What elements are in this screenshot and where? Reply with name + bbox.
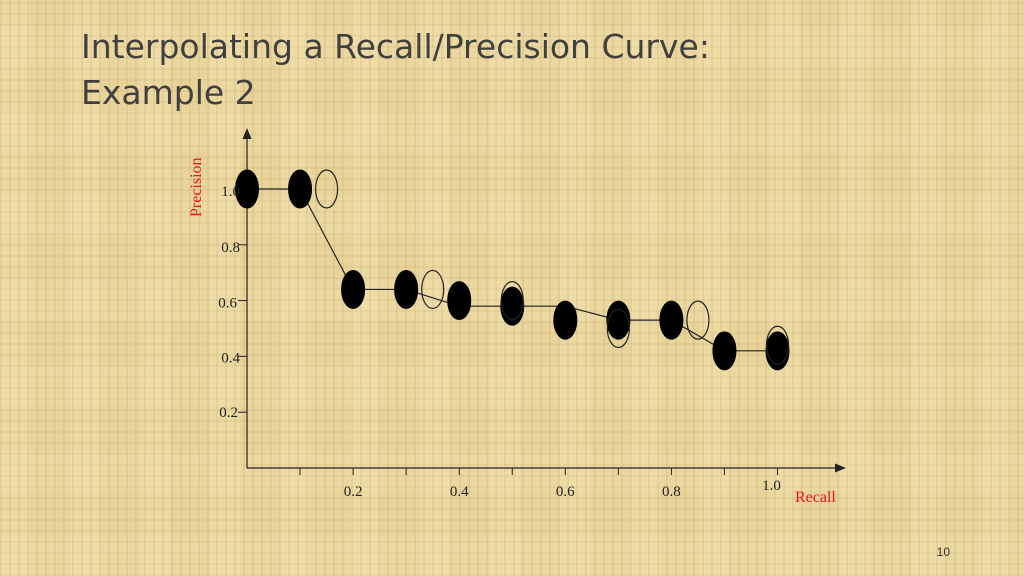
relevant-point-marker [235, 169, 259, 209]
interpolated-line [247, 188, 778, 352]
relevant-point-marker [606, 300, 631, 340]
relevant-point-marker [659, 300, 684, 340]
relevant-point-marker [447, 281, 472, 321]
relevant-point-marker [712, 331, 737, 371]
interpolated-curve [247, 188, 778, 352]
y-axis-arrow [242, 128, 252, 139]
y-tick-label: 0.8 [221, 240, 240, 256]
relevant-point-marker [500, 286, 525, 326]
y-axis-label: Precision [188, 157, 205, 217]
x-tick-label: 0.8 [662, 484, 681, 500]
slide-title: Interpolating a Recall/Precision Curve: … [81, 24, 841, 116]
relevant-point-marker [765, 331, 790, 371]
y-tick-label: 0.2 [219, 405, 238, 421]
chart-markers [235, 169, 790, 371]
x-tick-label: 0.4 [450, 484, 469, 500]
chart-axes [242, 128, 846, 473]
hollow-point-marker [421, 269, 445, 310]
y-tick-label: 0.6 [218, 296, 237, 312]
y-tick-label: 1.0 [221, 184, 240, 200]
chart-ticks [238, 188, 778, 475]
relevant-point-marker [553, 300, 578, 340]
x-tick-label: 1.0 [762, 478, 781, 494]
slide-number: 10 [936, 545, 950, 559]
relevant-point-marker [341, 269, 366, 309]
title-line-1: Interpolating a Recall/Precision Curve: [81, 27, 710, 66]
hollow-point-marker [686, 300, 710, 340]
hollow-point-marker [765, 325, 790, 365]
relevant-point-marker [288, 169, 313, 209]
hollow-point-marker [606, 308, 630, 349]
chart-labels: 0.2 0.4 0.6 0.8 1.0 0.2 0.4 0.6 0.8 1.0 Recall Prec… [188, 157, 836, 506]
x-axis-arrow [835, 463, 846, 473]
hollow-point-marker [500, 281, 524, 321]
x-axis-label: Recall [795, 489, 836, 506]
y-tick-label: 0.4 [221, 350, 240, 366]
title-line-2: Example 2 [81, 73, 256, 112]
hollow-point-marker [314, 169, 339, 209]
x-tick-label: 0.6 [556, 484, 575, 500]
relevant-point-marker [394, 269, 419, 309]
x-tick-label: 0.2 [344, 484, 363, 500]
